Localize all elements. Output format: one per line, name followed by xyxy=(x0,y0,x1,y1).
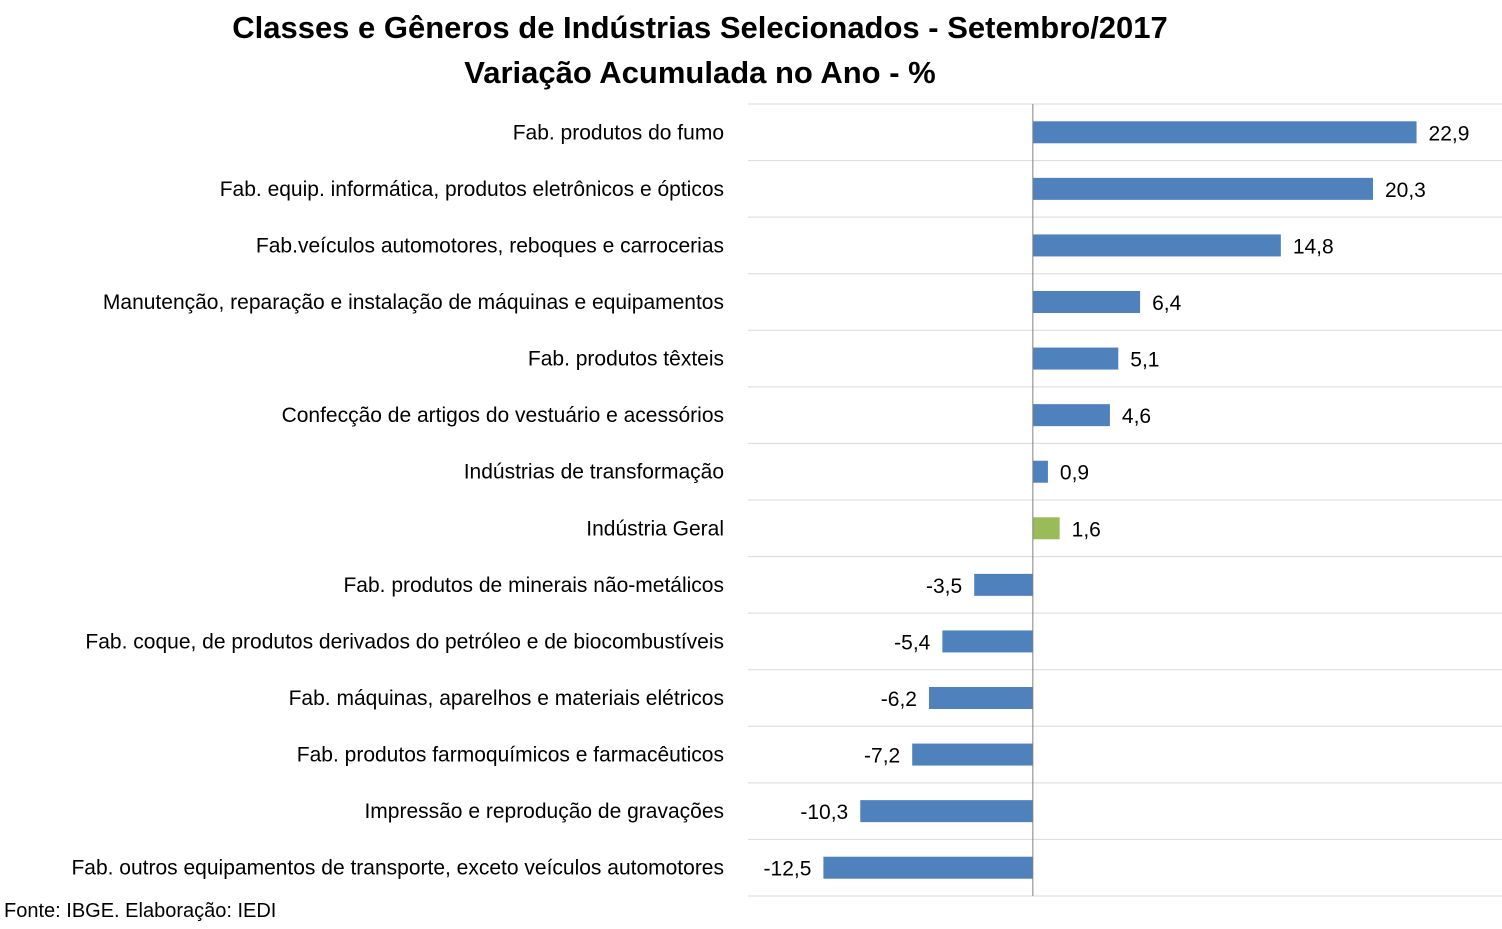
category-label: Fab. produtos farmoquímicos e farmacêuti… xyxy=(297,744,724,767)
data-label: -3,5 xyxy=(926,575,962,598)
data-label: 14,8 xyxy=(1293,235,1334,258)
value-labels: 22,9 20,3 14,8 6,4 5,1 4,6 0,9 1,6 -3,5 -5,4 -6,2 -… xyxy=(764,122,1470,880)
data-label: -6,2 xyxy=(881,688,917,711)
bar xyxy=(1032,517,1060,540)
category-label: Indústria Geral xyxy=(586,517,724,540)
category-label: Fab.veículos automotores, reboques e car… xyxy=(256,234,724,257)
category-label: Fab. coque, de produtos derivados do pet… xyxy=(85,630,724,653)
category-label: Confecção de artigos do vestuário e aces… xyxy=(282,404,724,427)
bar xyxy=(928,687,1033,709)
category-labels: Fab. produtos do fumo Fab. equip. informá… xyxy=(71,121,724,879)
category-label: Fab. outros equipamentos de transporte, … xyxy=(71,857,724,880)
data-label: 0,9 xyxy=(1060,462,1089,485)
bar xyxy=(1032,460,1048,483)
bar xyxy=(942,630,1033,653)
data-label: -10,3 xyxy=(800,801,848,824)
data-label: 5,1 xyxy=(1130,349,1159,372)
data-label: 6,4 xyxy=(1152,292,1182,315)
data-label: 22,9 xyxy=(1429,122,1470,145)
chart-title: Classes e Gêneros de Indústrias Selecion… xyxy=(232,10,1168,45)
bar xyxy=(1032,121,1417,144)
bar xyxy=(860,800,1033,823)
bar xyxy=(974,573,1033,596)
data-label: -12,5 xyxy=(764,858,812,881)
bar xyxy=(1032,291,1141,313)
data-label: -7,2 xyxy=(864,745,900,768)
bar xyxy=(1032,234,1281,257)
category-label: Impressão e reprodução de gravações xyxy=(364,800,724,823)
category-label: Fab. equip. informática, produtos eletrô… xyxy=(220,178,724,201)
category-label: Manutenção, reparação e instalação de má… xyxy=(103,291,724,314)
data-label: 20,3 xyxy=(1385,179,1426,202)
data-label: 1,6 xyxy=(1072,518,1101,541)
category-label: Fab. máquinas, aparelhos e materiais elé… xyxy=(289,687,724,710)
category-label: Fab. produtos de minerais não-metálicos xyxy=(343,574,724,597)
data-label: -5,4 xyxy=(894,631,931,654)
gridlines xyxy=(748,103,1502,897)
bar xyxy=(912,743,1033,766)
source-note: Fonte: IBGE. Elaboração: IEDI xyxy=(4,900,276,922)
bar xyxy=(1032,177,1373,200)
category-label: Fab. produtos do fumo xyxy=(513,121,724,144)
bars xyxy=(823,121,1417,879)
chart-subtitle: Variação Acumulada no Ano - % xyxy=(464,55,935,90)
category-label: Indústrias de transformação xyxy=(464,461,724,484)
bar xyxy=(1032,404,1110,427)
category-label: Fab. produtos têxteis xyxy=(528,348,724,371)
data-label: 4,6 xyxy=(1122,405,1151,428)
bar xyxy=(823,856,1033,879)
bar xyxy=(1032,347,1119,370)
